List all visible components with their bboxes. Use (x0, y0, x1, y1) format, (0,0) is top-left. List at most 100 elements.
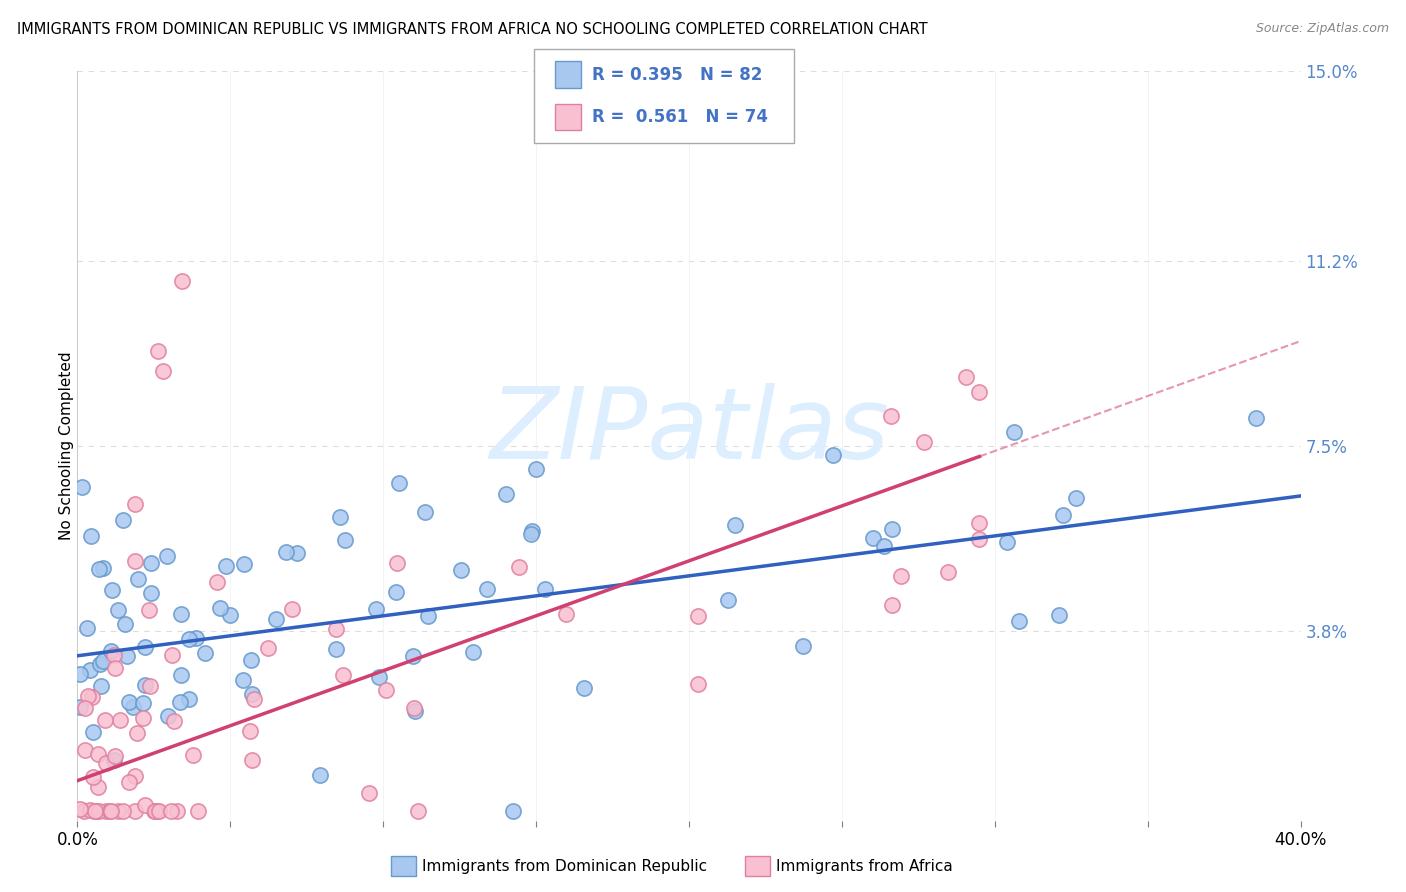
Point (232, 557, 254, 571)
Point (166, 804, 188, 818)
Text: ZIPatlas: ZIPatlas (489, 383, 889, 480)
Point (402, 649, 425, 664)
Point (73, 804, 96, 818)
Point (287, 546, 309, 560)
Point (115, 649, 138, 664)
Point (955, 370, 977, 384)
Point (724, 518, 747, 533)
Point (995, 535, 1018, 549)
Point (76, 621, 98, 635)
Point (139, 679, 162, 693)
Point (406, 804, 429, 818)
Point (124, 804, 146, 818)
Point (177, 632, 200, 646)
Point (104, 661, 127, 675)
Point (107, 603, 129, 617)
Point (118, 774, 141, 789)
Point (524, 462, 547, 476)
Point (520, 527, 543, 541)
Point (367, 670, 389, 684)
Point (94, 713, 117, 727)
Point (912, 435, 935, 450)
Point (194, 646, 217, 660)
Point (160, 804, 183, 818)
Point (240, 753, 263, 767)
Point (134, 798, 156, 813)
Point (104, 748, 127, 763)
Text: Immigrants from Dominican Republic: Immigrants from Dominican Republic (422, 859, 707, 873)
Point (274, 545, 297, 559)
Point (70, 480, 93, 494)
Point (187, 804, 209, 818)
Text: R =  0.561   N = 74: R = 0.561 N = 74 (592, 108, 768, 126)
Point (1047, 608, 1070, 623)
Point (163, 714, 186, 728)
Point (139, 556, 162, 570)
Point (520, 524, 543, 538)
Point (717, 593, 740, 607)
Point (186, 632, 208, 646)
Point (335, 533, 357, 547)
Point (112, 513, 135, 527)
Point (146, 344, 169, 359)
Point (281, 602, 304, 616)
Text: Source: ZipAtlas.com: Source: ZipAtlas.com (1256, 22, 1389, 36)
Point (385, 585, 408, 599)
Point (572, 681, 595, 695)
Point (170, 607, 193, 621)
Text: Immigrants from Africa: Immigrants from Africa (776, 859, 953, 873)
Point (76, 689, 98, 703)
Point (143, 804, 166, 818)
Point (87, 780, 110, 794)
Point (329, 509, 352, 524)
Point (872, 539, 894, 553)
Point (969, 385, 991, 400)
Point (232, 673, 254, 687)
Point (239, 653, 262, 667)
Point (880, 409, 903, 423)
Point (134, 678, 156, 692)
Point (508, 559, 530, 574)
Point (148, 804, 170, 818)
Point (124, 769, 146, 783)
Point (1064, 491, 1087, 505)
Point (1002, 425, 1025, 440)
Point (142, 804, 165, 818)
Point (156, 709, 179, 723)
Point (107, 804, 129, 818)
Point (388, 476, 411, 491)
Point (181, 747, 204, 762)
Point (240, 687, 263, 701)
Point (257, 641, 280, 656)
Point (219, 607, 242, 622)
Point (862, 531, 884, 545)
Point (880, 522, 903, 536)
Point (94, 756, 117, 770)
Point (82, 770, 104, 784)
Point (969, 516, 991, 531)
Point (75, 701, 97, 715)
Point (387, 556, 409, 570)
Point (69, 700, 91, 714)
Point (83, 804, 105, 818)
Point (209, 601, 232, 615)
Point (325, 622, 347, 636)
Point (205, 574, 228, 589)
Point (821, 448, 844, 462)
Point (413, 505, 436, 519)
Point (177, 691, 200, 706)
Point (132, 711, 155, 725)
Point (936, 565, 959, 579)
Point (243, 691, 266, 706)
Point (688, 677, 710, 691)
Point (325, 641, 347, 656)
Point (152, 364, 174, 378)
Point (502, 804, 524, 818)
Point (792, 639, 814, 653)
Point (132, 696, 155, 710)
Point (170, 274, 193, 288)
Point (686, 609, 709, 624)
Point (98, 804, 121, 818)
Point (366, 601, 388, 615)
Point (169, 695, 191, 709)
